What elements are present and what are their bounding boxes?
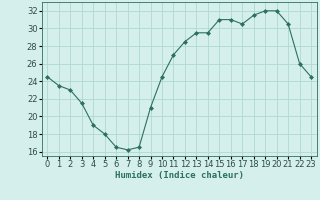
X-axis label: Humidex (Indice chaleur): Humidex (Indice chaleur) bbox=[115, 171, 244, 180]
